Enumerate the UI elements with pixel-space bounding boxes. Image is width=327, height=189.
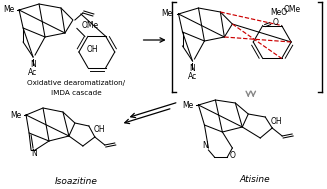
Text: Me: Me xyxy=(10,111,21,119)
Text: Me: Me xyxy=(3,5,14,15)
Text: Me: Me xyxy=(182,101,194,109)
Text: O: O xyxy=(230,150,235,160)
Text: OH: OH xyxy=(94,125,106,135)
Text: Ac: Ac xyxy=(188,72,197,81)
Text: Oxidative dearomatization/: Oxidative dearomatization/ xyxy=(27,80,125,86)
Text: OH: OH xyxy=(87,46,98,54)
Text: N: N xyxy=(190,64,195,73)
Text: OMe: OMe xyxy=(81,21,98,30)
Text: OMe: OMe xyxy=(284,5,301,14)
Text: OH: OH xyxy=(270,118,282,126)
Text: Ac: Ac xyxy=(28,68,38,77)
Text: Isoazitine: Isoazitine xyxy=(55,177,97,187)
Text: N: N xyxy=(30,60,36,69)
Text: Me: Me xyxy=(161,9,173,19)
Text: N: N xyxy=(202,140,208,149)
Text: MeO: MeO xyxy=(270,8,287,17)
Text: O: O xyxy=(273,18,279,27)
Text: IMDA cascade: IMDA cascade xyxy=(51,90,101,96)
Text: N: N xyxy=(31,149,37,159)
Text: Atisine: Atisine xyxy=(240,176,270,184)
